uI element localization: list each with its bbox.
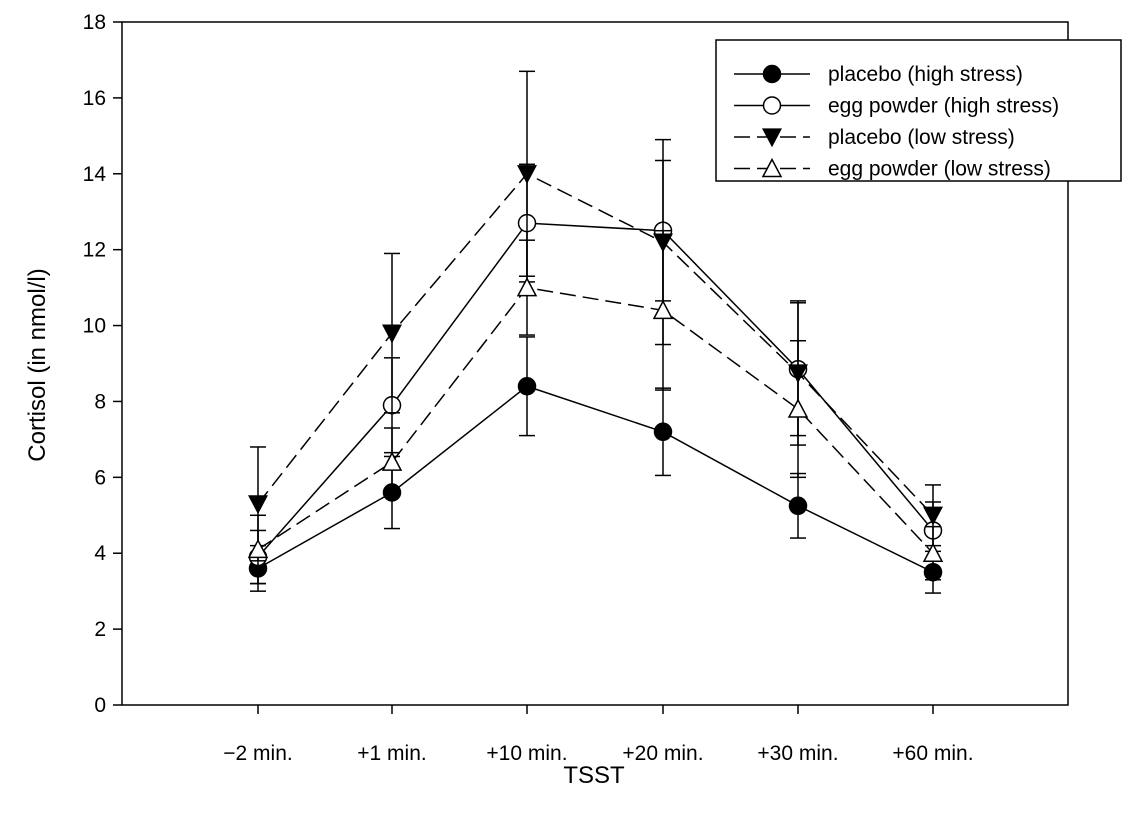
- legend-marker: [762, 128, 782, 148]
- legend-item: placebo (high stress): [734, 63, 1023, 86]
- data-point: [652, 299, 674, 320]
- series-line: [257, 222, 934, 558]
- x-tick-label: +1 min.: [357, 742, 426, 765]
- data-point: [381, 451, 403, 471]
- data-point: [382, 324, 402, 344]
- series-line: [257, 286, 934, 554]
- data-point: [653, 422, 673, 442]
- x-tick-label: −2 min.: [223, 742, 292, 765]
- series-line: [257, 172, 934, 516]
- plot-frame: [121, 21, 1069, 706]
- data-point: [248, 495, 268, 515]
- legend-label: placebo (low stress): [828, 126, 1015, 149]
- y-tick-label: 2: [94, 618, 106, 641]
- series-0: [248, 336, 943, 594]
- y-tick-label: 14: [83, 163, 107, 186]
- data-point: [517, 377, 537, 396]
- data-point: [516, 277, 538, 297]
- x-tick-label: +20 min.: [622, 742, 703, 765]
- y-tick-label: 6: [94, 466, 106, 489]
- legend-item: egg powder (high stress): [734, 95, 1059, 118]
- y-axis-title: Cortisol (in nmol/l): [24, 268, 51, 461]
- y-tick-label: 8: [94, 390, 106, 413]
- data-point: [787, 398, 809, 418]
- y-tick-label: 10: [83, 315, 106, 338]
- plot-border: [121, 21, 1069, 706]
- legend-label: egg powder (high stress): [828, 95, 1059, 118]
- series-3: [247, 229, 944, 585]
- y-tick-label: 12: [83, 239, 106, 262]
- series-line: [257, 385, 934, 573]
- legend-marker: [761, 157, 783, 178]
- legend-box: [715, 39, 1122, 182]
- x-axis-title: TSST: [563, 762, 625, 789]
- data-point: [923, 506, 943, 526]
- y-axis: 0 2 4 6 8 10 12 14 16 18: [83, 11, 122, 717]
- legend: placebo (high stress) egg powder (high st…: [715, 39, 1122, 182]
- legend-item: placebo (low stress): [734, 126, 1015, 149]
- y-tick-label: 0: [94, 694, 106, 717]
- data-point: [517, 165, 537, 185]
- x-tick-label: +60 min.: [892, 742, 973, 765]
- series-layer: [247, 70, 944, 594]
- data-point: [922, 542, 944, 562]
- x-tick-label: +10 min.: [486, 742, 567, 765]
- series-1: [248, 159, 943, 585]
- legend-label: placebo (high stress): [828, 63, 1023, 86]
- y-tick-label: 18: [83, 11, 106, 34]
- legend-item: egg powder (low stress): [734, 158, 1051, 181]
- legend-marker: [762, 64, 782, 84]
- data-point: [788, 496, 808, 516]
- legend-marker: [762, 96, 782, 115]
- legend-label: egg powder (low stress): [828, 158, 1051, 181]
- y-tick-label: 4: [94, 542, 106, 565]
- x-tick-label: +30 min.: [757, 742, 838, 765]
- x-axis: −2 min. +1 min. +10 min. +20 min. +30 min. +6…: [223, 705, 974, 765]
- y-tick-label: 16: [83, 87, 106, 110]
- data-point: [247, 538, 269, 559]
